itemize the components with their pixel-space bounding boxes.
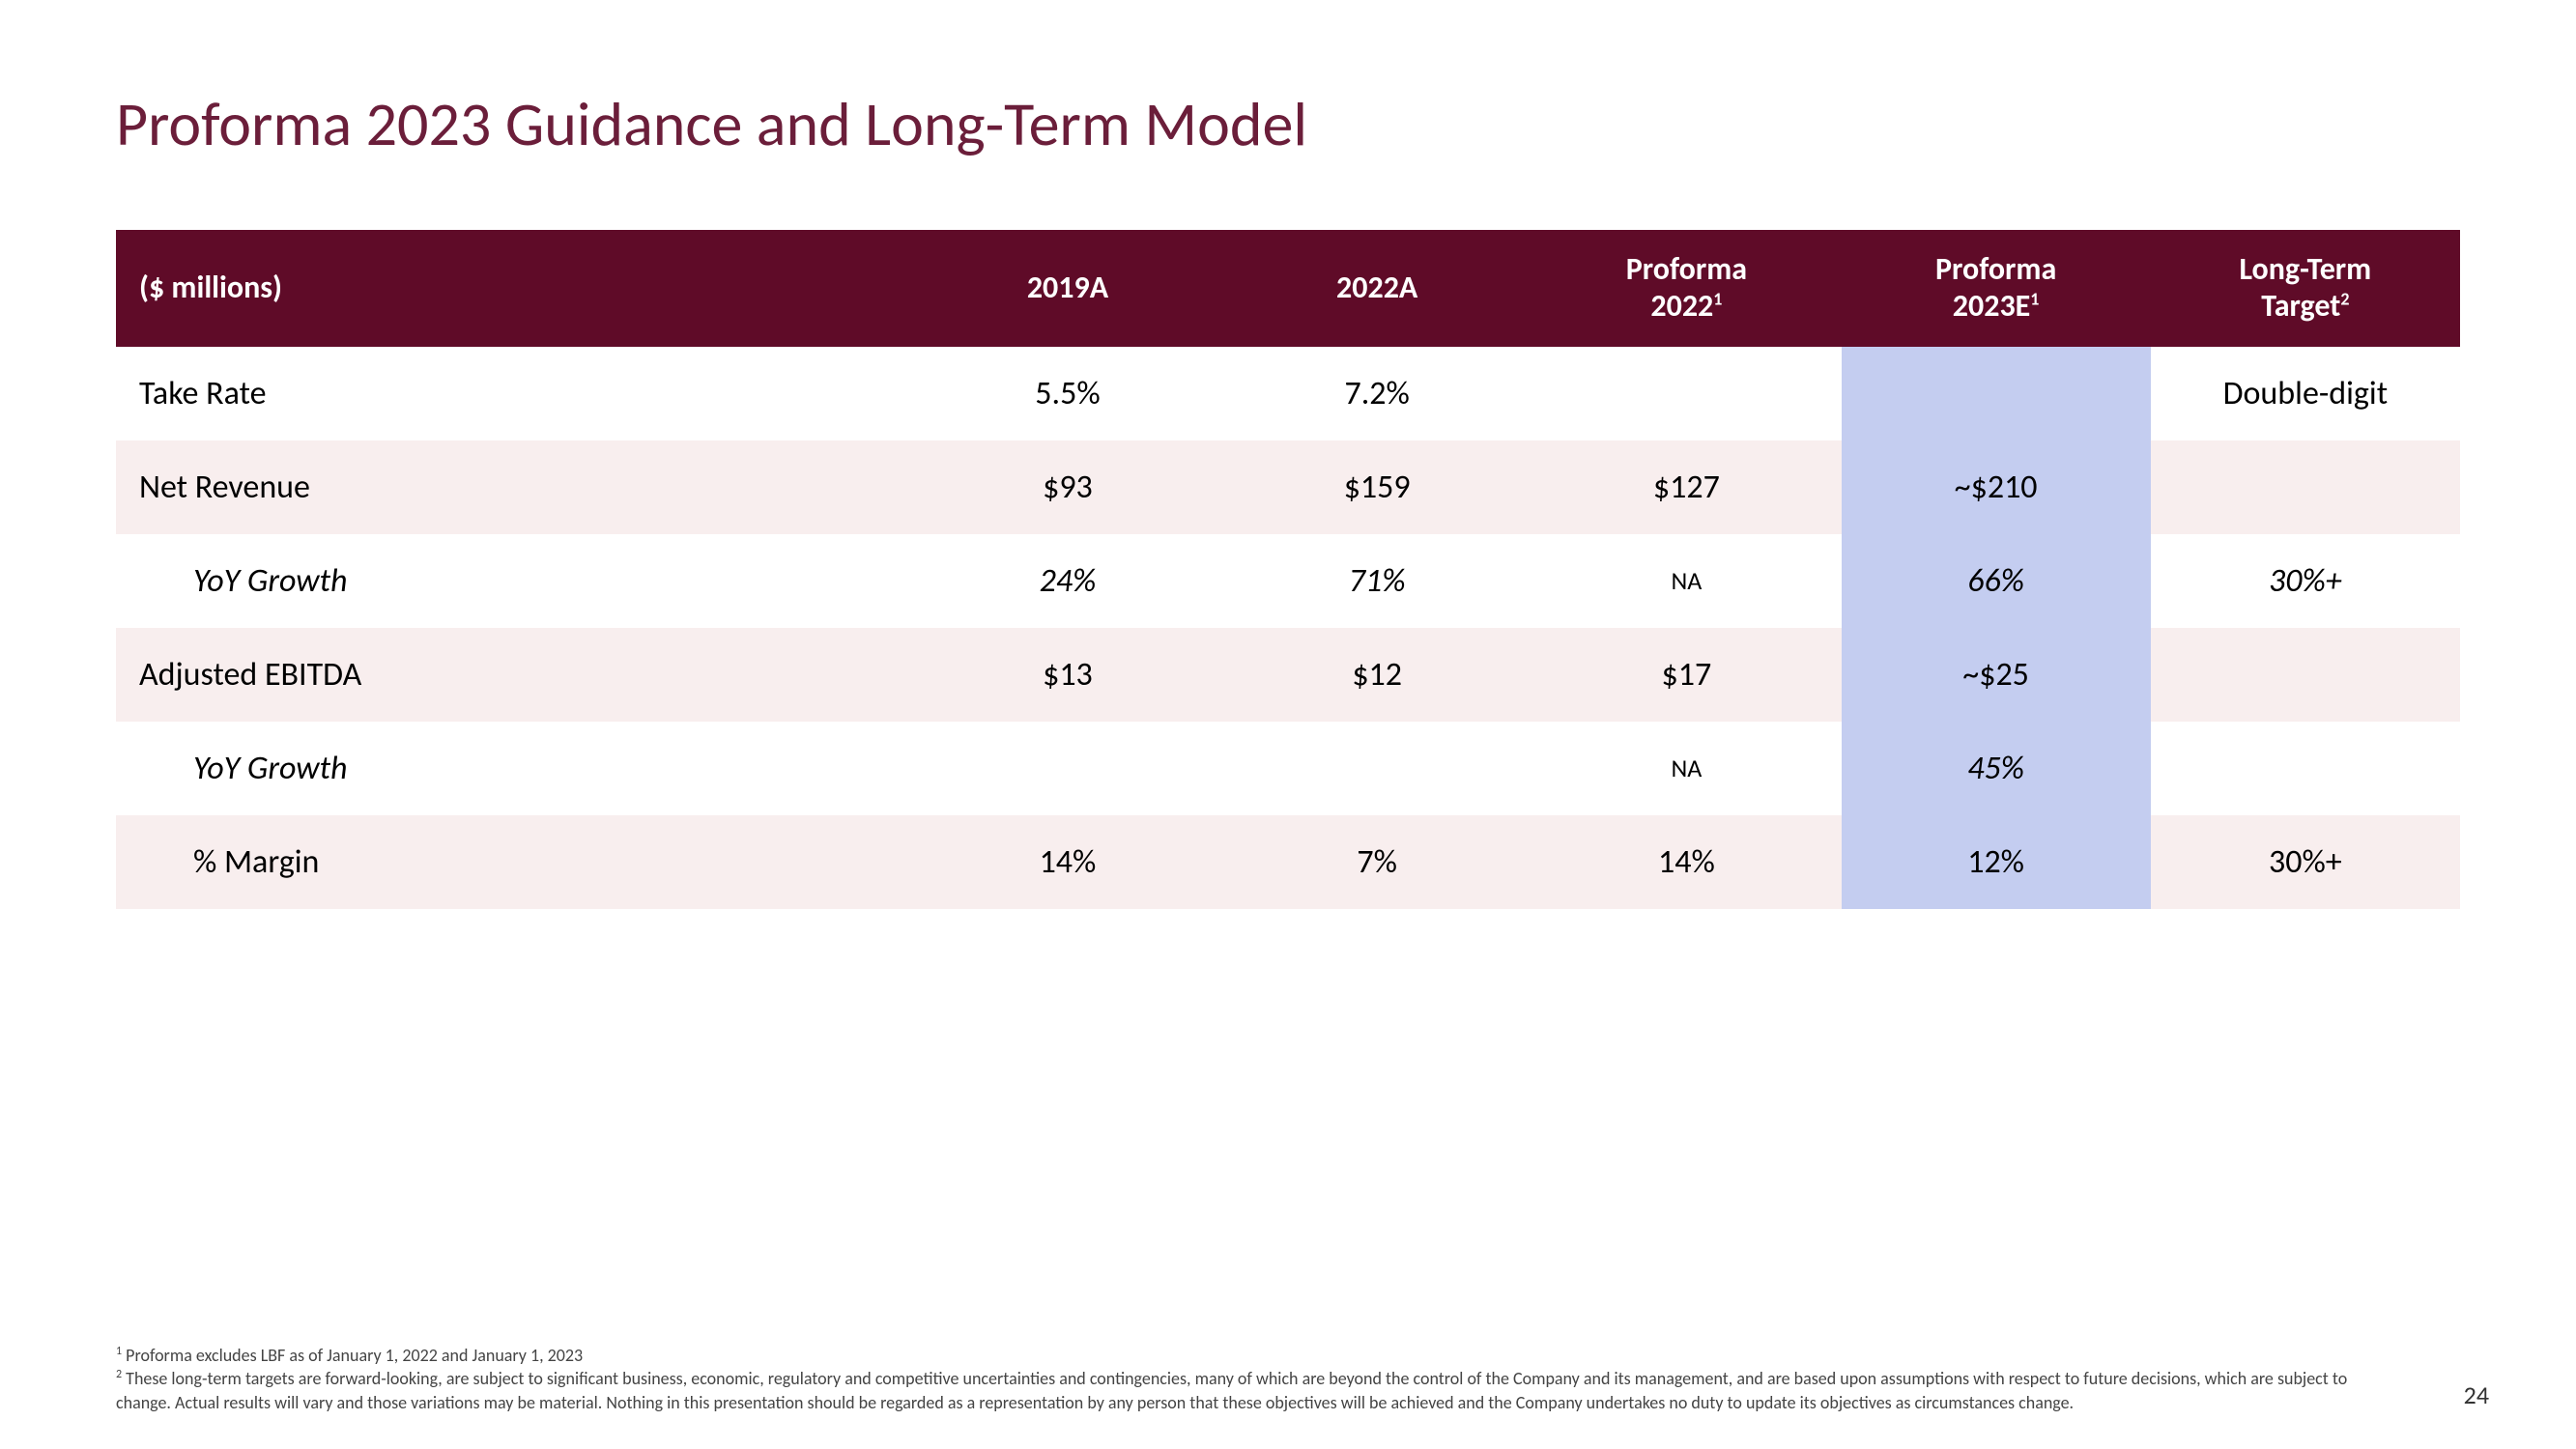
table-cell: 30%+ [2151, 534, 2460, 628]
table-cell: $159 [1222, 440, 1531, 534]
footnote-2: 2 These long-term targets are forward-lo… [116, 1367, 2402, 1414]
table-row: Take Rate5.5%7.2% Double-digit [116, 347, 2460, 440]
table-cell [1222, 722, 1531, 815]
table-cell: Net Revenue [116, 440, 913, 534]
col-header-c2022A: 2022A [1222, 230, 1531, 347]
table-cell: YoY Growth [116, 534, 913, 628]
table-cell: 12% [1842, 815, 2151, 909]
table-cell: Adjusted EBITDA [116, 628, 913, 722]
table-cell: 7% [1222, 815, 1531, 909]
table-header-row: ($ millions)2019A2022AProforma20221Profo… [116, 230, 2460, 347]
table-cell: 7.2% [1222, 347, 1531, 440]
slide: Proforma 2023 Guidance and Long-Term Mod… [0, 0, 2576, 1449]
table-cell: $93 [913, 440, 1222, 534]
col-header-c2019A: 2019A [913, 230, 1222, 347]
table-cell [913, 722, 1222, 815]
table-cell: 14% [913, 815, 1222, 909]
table-cell: YoY Growth [116, 722, 913, 815]
footnotes: 1 Proforma excludes LBF as of January 1,… [116, 1344, 2402, 1414]
table-body: Take Rate5.5%7.2%Double-digitNet Revenue… [116, 347, 2460, 909]
col-header-ltt: Long-TermTarget2 [2151, 230, 2460, 347]
page-title: Proforma 2023 Guidance and Long-Term Mod… [116, 87, 2460, 162]
table-cell [1531, 347, 1841, 440]
table-cell: ~$25 [1842, 628, 2151, 722]
table-cell: 71% [1222, 534, 1531, 628]
table-cell [2151, 628, 2460, 722]
table-cell: $12 [1222, 628, 1531, 722]
table-cell: $17 [1531, 628, 1841, 722]
footnote-1: 1 Proforma excludes LBF as of January 1,… [116, 1344, 2402, 1367]
table-cell: 5.5% [913, 347, 1222, 440]
col-header-pf2022: Proforma20221 [1531, 230, 1841, 347]
table-cell: Take Rate [116, 347, 913, 440]
table-cell [1842, 347, 2151, 440]
table-row: YoY Growth NA45% [116, 722, 2460, 815]
table-cell: NA [1531, 722, 1841, 815]
table-cell: Double-digit [2151, 347, 2460, 440]
table-cell: 24% [913, 534, 1222, 628]
table-cell: 30%+ [2151, 815, 2460, 909]
table-cell: 14% [1531, 815, 1841, 909]
table-cell: % Margin [116, 815, 913, 909]
table-row: Adjusted EBITDA$13$12$17~$25 [116, 628, 2460, 722]
table-cell: 45% [1842, 722, 2151, 815]
table-cell: $13 [913, 628, 1222, 722]
page-number: 24 [2464, 1379, 2489, 1410]
table-cell: 66% [1842, 534, 2151, 628]
table-row: YoY Growth24%71%NA66%30%+ [116, 534, 2460, 628]
table-cell [2151, 722, 2460, 815]
table-row: Net Revenue$93$159$127~$210 [116, 440, 2460, 534]
guidance-table: ($ millions)2019A2022AProforma20221Profo… [116, 230, 2460, 909]
table-row: % Margin14%7%14%12%30%+ [116, 815, 2460, 909]
table-cell: NA [1531, 534, 1841, 628]
col-header-label: ($ millions) [116, 230, 913, 347]
col-header-pf2023E: Proforma2023E1 [1842, 230, 2151, 347]
table-cell: ~$210 [1842, 440, 2151, 534]
table-cell: $127 [1531, 440, 1841, 534]
table-cell [2151, 440, 2460, 534]
